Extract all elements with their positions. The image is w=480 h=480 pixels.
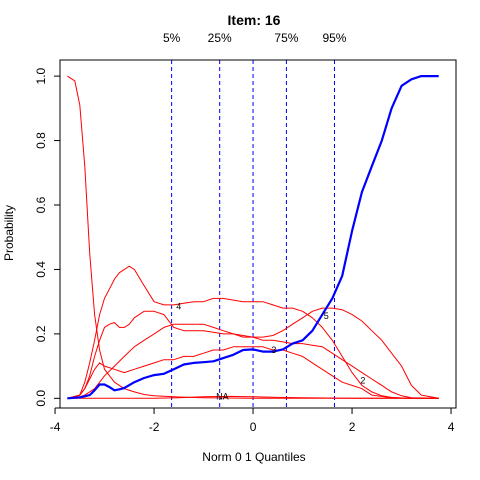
y-axis: 0.0 0.2 0.4 0.6 0.8 1.0 [34,67,61,407]
x-axis: -4 -2 0 2 4 [50,407,455,434]
option-curve-label: 4 [176,302,181,312]
option-curve [67,346,439,399]
quantile-labels: 5% 25% 75% 95% [163,31,347,45]
option-curve-label: NA [216,392,229,402]
series-layer [67,75,439,399]
x-tick-label: 0 [250,420,257,434]
y-tick-label: 0.6 [34,196,48,213]
y-axis-label: Probability [2,205,16,261]
quantile-label: 75% [274,31,298,45]
key-layer [67,75,439,400]
x-tick-label: -2 [149,420,160,434]
key-curve [67,75,439,400]
chart-title: Item: 16 [228,12,281,28]
x-tick-label: 2 [349,420,356,434]
option-curve-label: 5 [324,311,329,321]
plot-area: NA 2 3 4 5 [67,60,439,408]
option-curve [67,307,439,399]
y-tick-label: 0.0 [34,390,48,407]
quantile-label: 25% [208,31,232,45]
x-tick-label: 4 [448,420,455,434]
quantile-label: 5% [163,31,181,45]
y-tick-label: 1.0 [34,67,48,84]
y-tick-label: 0.2 [34,325,48,342]
x-tick-label: -4 [50,420,61,434]
option-curve [67,265,439,399]
option-curve [67,75,439,399]
option-curve-label: 2 [360,376,365,386]
option-curve-label: 3 [271,345,276,355]
x-axis-label: Norm 0 1 Quantiles [202,450,305,464]
y-tick-label: 0.8 [34,132,48,149]
series-labels: NA 2 3 4 5 [176,302,365,402]
y-tick-label: 0.4 [34,261,48,278]
option-curve [67,310,439,399]
quantile-label: 95% [322,31,346,45]
